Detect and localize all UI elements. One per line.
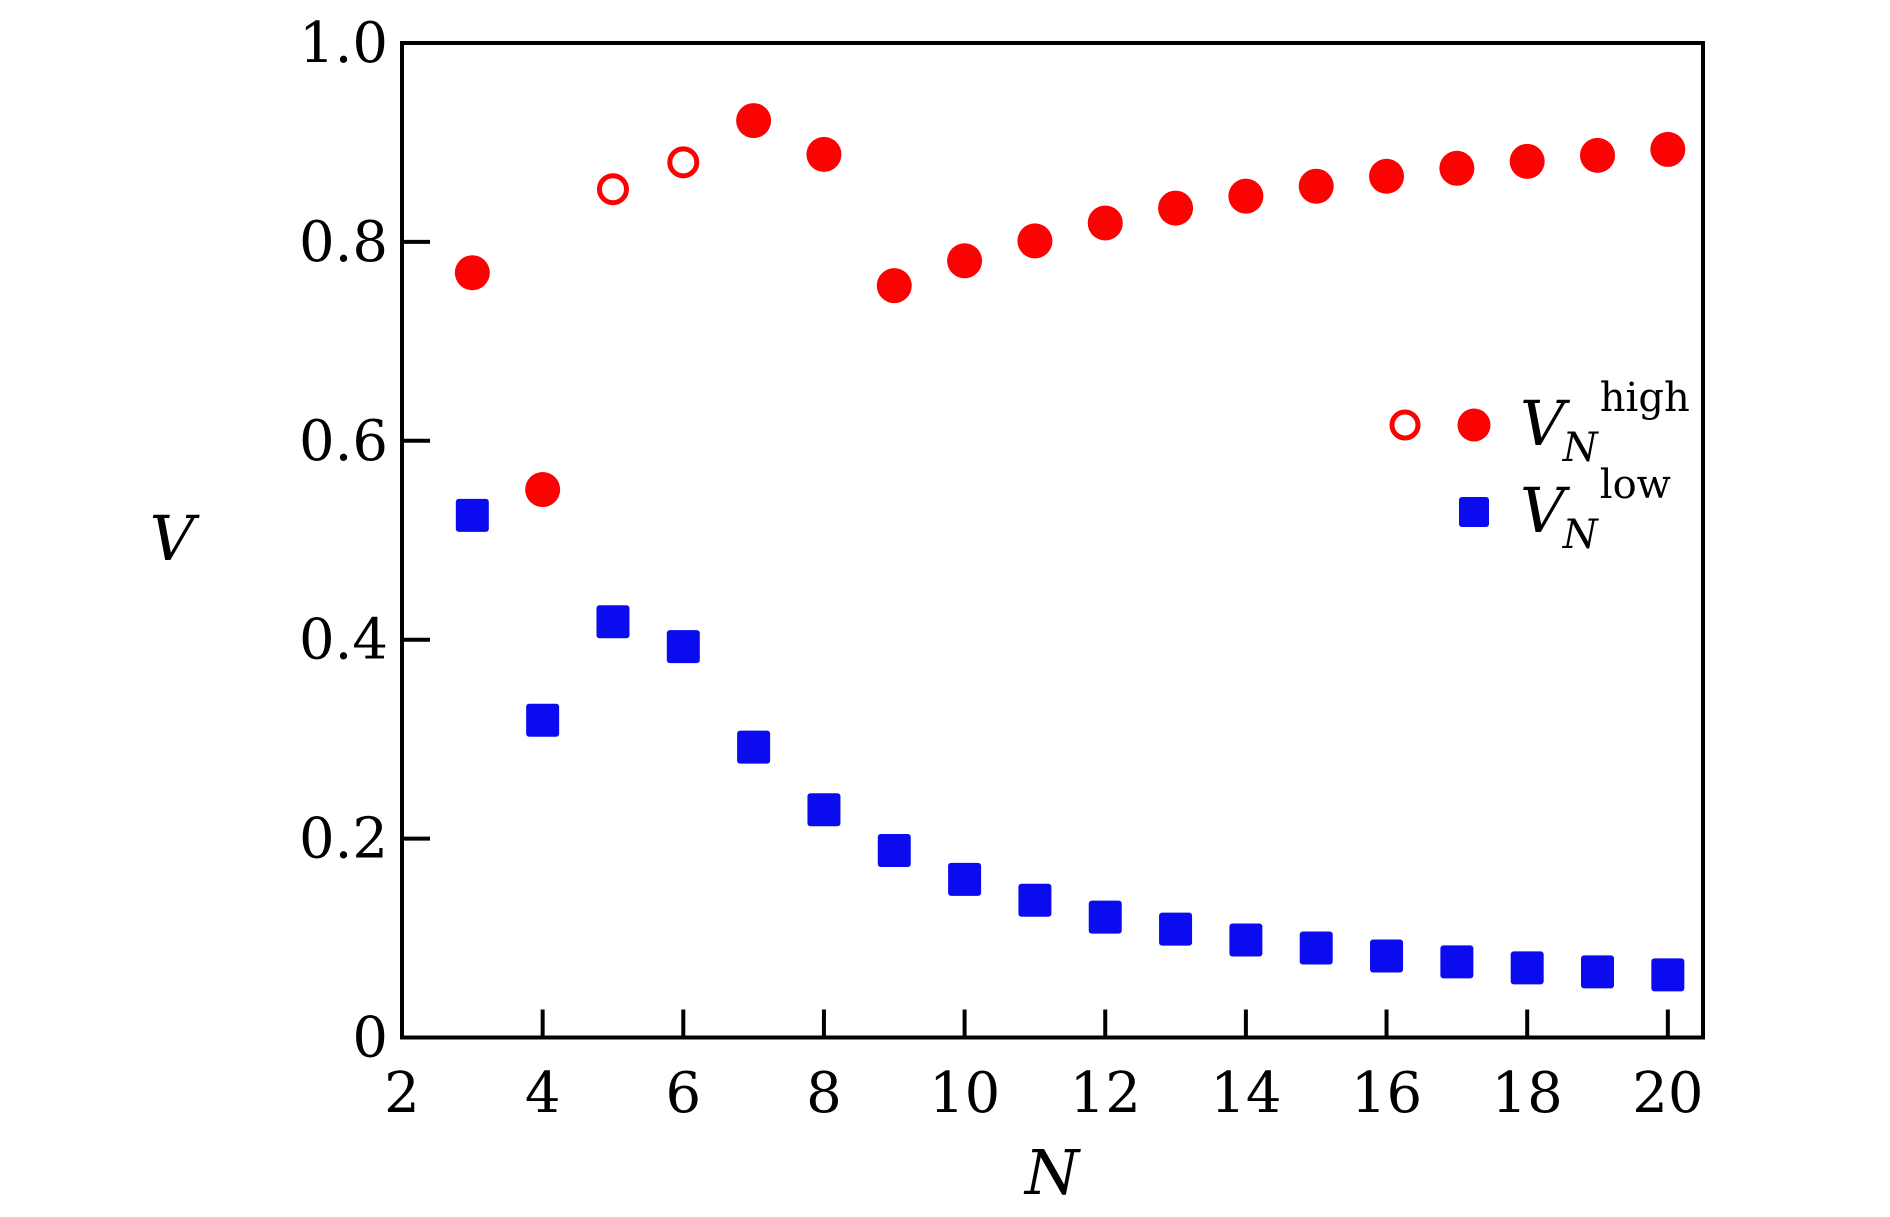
data-point-V_N_low-N15 bbox=[1299, 931, 1333, 965]
data-point-V_N_low-N14 bbox=[1229, 923, 1263, 957]
data-point-V_N_low-N13 bbox=[1159, 912, 1193, 946]
data-point-V_N_low-N7 bbox=[737, 730, 771, 764]
data-point-V_N_high_filled-N12 bbox=[1087, 205, 1123, 241]
y-tick-label: 0.2 bbox=[299, 807, 388, 872]
data-point-V_N_low-N19 bbox=[1581, 955, 1615, 989]
x-tick-label: 18 bbox=[1492, 1061, 1563, 1126]
data-point-V_N_low-N11 bbox=[1018, 883, 1052, 917]
data-point-V_N_low-N9 bbox=[877, 834, 911, 868]
data-point-V_N_high_open-N5 bbox=[596, 173, 629, 206]
x-tick-label: 10 bbox=[929, 1061, 1000, 1126]
x-tick-label: 8 bbox=[806, 1061, 842, 1126]
x-axis-ticks: 2 4 6 8 10 12 14 16 18 20 bbox=[384, 1009, 1703, 1126]
legend-label-superscript: high bbox=[1600, 375, 1690, 421]
data-point-V_N_high_open-N6 bbox=[667, 146, 700, 179]
data-point-V_N_low-N10 bbox=[948, 862, 982, 896]
x-axis-title: N bbox=[1023, 1136, 1082, 1209]
legend-label-high: VNhigh bbox=[1520, 375, 1690, 471]
plot-frame bbox=[400, 41, 1705, 1040]
legend-label-base: V bbox=[1520, 474, 1571, 547]
x-tick-label: 16 bbox=[1351, 1061, 1422, 1126]
data-point-V_N_low-N18 bbox=[1510, 951, 1544, 985]
data-point-V_N_high_filled-N9 bbox=[876, 268, 912, 304]
data-point-V_N_low-N6 bbox=[666, 630, 700, 664]
x-tick-label: 4 bbox=[525, 1061, 561, 1126]
legend-open-circle-icon bbox=[1389, 409, 1421, 441]
data-point-V_N_high_filled-N8 bbox=[806, 136, 842, 172]
data-point-V_N_high_filled-N4 bbox=[525, 472, 561, 508]
data-point-V_N_high_filled-N20 bbox=[1650, 131, 1686, 167]
legend-filled-circle-icon bbox=[1457, 408, 1491, 442]
legend-label-superscript: low bbox=[1600, 462, 1671, 508]
series-V_N_low bbox=[455, 498, 1685, 992]
legend-filled-square-icon bbox=[1459, 497, 1489, 527]
data-point-V_N_high_filled-N14 bbox=[1228, 178, 1264, 214]
data-point-V_N_low-N17 bbox=[1440, 945, 1474, 979]
legend-label-subscript: N bbox=[1562, 512, 1600, 558]
legend-label-low: VNlow bbox=[1520, 462, 1671, 558]
data-point-V_N_high_filled-N11 bbox=[1017, 223, 1053, 259]
data-point-V_N_high_filled-N16 bbox=[1369, 158, 1405, 194]
data-point-V_N_high_filled-N13 bbox=[1158, 190, 1194, 226]
x-tick-label: 6 bbox=[665, 1061, 701, 1126]
x-tick-label: 12 bbox=[1070, 1061, 1141, 1126]
series-V_N_high_filled bbox=[454, 103, 1686, 508]
y-tick-label: 0 bbox=[352, 1006, 388, 1071]
y-tick-label: 0.8 bbox=[299, 210, 388, 275]
y-axis-title: V bbox=[150, 502, 201, 575]
x-tick-label: 2 bbox=[384, 1061, 420, 1126]
data-point-V_N_high_filled-N7 bbox=[736, 103, 772, 139]
data-point-V_N_low-N16 bbox=[1370, 939, 1404, 973]
y-tick-label: 0.4 bbox=[299, 608, 388, 673]
data-point-V_N_low-N12 bbox=[1088, 900, 1122, 934]
y-tick-label: 1.0 bbox=[299, 11, 388, 76]
x-tick-label: 14 bbox=[1210, 1061, 1281, 1126]
data-point-V_N_low-N3 bbox=[455, 498, 489, 532]
data-point-V_N_low-N20 bbox=[1651, 958, 1685, 992]
data-point-V_N_high_filled-N17 bbox=[1439, 150, 1475, 186]
data-point-V_N_high_filled-N10 bbox=[947, 243, 983, 279]
legend-entry-high: VNhigh bbox=[1389, 375, 1690, 471]
legend-entry-low: VNlow bbox=[1459, 462, 1671, 558]
legend-label-base: V bbox=[1520, 387, 1571, 460]
y-tick-label: 0.6 bbox=[299, 409, 388, 474]
data-point-V_N_low-N4 bbox=[526, 703, 560, 737]
data-point-V_N_high_filled-N19 bbox=[1580, 137, 1616, 173]
data-point-V_N_high_filled-N15 bbox=[1298, 168, 1334, 204]
data-point-V_N_low-N5 bbox=[596, 605, 630, 639]
x-tick-label: 20 bbox=[1632, 1061, 1703, 1126]
legend-label-subscript: N bbox=[1562, 425, 1600, 471]
y-axis-ticks: 0 0.2 0.4 0.6 0.8 1.0 bbox=[299, 11, 430, 1071]
data-point-V_N_high_filled-N18 bbox=[1509, 143, 1545, 179]
series-V_N_high_open bbox=[596, 146, 700, 206]
data-point-V_N_high_filled-N3 bbox=[454, 255, 490, 291]
data-point-V_N_low-N8 bbox=[807, 793, 841, 827]
